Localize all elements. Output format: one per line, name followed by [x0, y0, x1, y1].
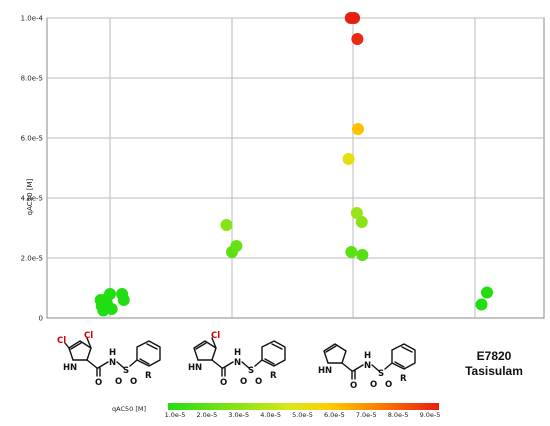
y-tick-label: 6.0e-5 [21, 135, 43, 143]
ring-nh-n: N [195, 363, 202, 373]
ring-nh-h: H [63, 363, 70, 373]
chlorine-label-b: Cl [84, 331, 93, 341]
data-point [342, 153, 355, 165]
colorbar-tick-label: 2.0e-5 [196, 411, 217, 419]
r-group: R [270, 371, 277, 381]
y-tick-label: 1.0e-4 [21, 15, 44, 23]
colorbar [168, 403, 439, 410]
data-point [350, 207, 363, 219]
colorbar-tick-label: 3.0e-5 [228, 411, 249, 419]
carbonyl-o: O [95, 378, 102, 388]
sulfonyl-o1: O [370, 380, 377, 390]
y-tick-label: 4.0e-5 [21, 195, 43, 203]
amide-h: H [234, 348, 241, 358]
colorbar-tick-label: 6.0e-5 [324, 411, 345, 419]
data-point [345, 246, 358, 258]
colorbar-tick-label: 8.0e-5 [388, 411, 409, 419]
amide-n: N [364, 361, 371, 371]
data-point [356, 249, 369, 261]
amide-h: H [109, 348, 116, 358]
colorbar-tick-label: 7.0e-5 [356, 411, 377, 419]
grid-layer [46, 17, 545, 319]
chlorine-label: Cl [211, 331, 220, 341]
compound-name-tasisulam: Tasisulam [465, 364, 523, 378]
structure-chloro-pyrrole-sulfonamide: Cl H N O H N S O O R [188, 331, 286, 388]
amide-h: H [364, 351, 371, 361]
y-tick-label: 0 [39, 315, 43, 323]
ring-nh-n: N [70, 363, 77, 373]
carbonyl-o: O [350, 381, 357, 391]
carbonyl-o: O [220, 378, 227, 388]
colorbar-tick-label: 9.0e-5 [420, 411, 441, 419]
ring-nh-n: N [325, 366, 332, 376]
plot-frame [46, 17, 545, 319]
sulfur-label: S [378, 369, 384, 379]
data-point [351, 33, 364, 45]
sulfonyl-o2: O [255, 377, 262, 387]
sulfonyl-o1: O [240, 377, 247, 387]
structure-pyrrole-sulfonamide: H N O H N S O O R [318, 343, 416, 391]
data-point [348, 12, 361, 24]
sulfur-label: S [248, 366, 254, 376]
ring-nh-h: H [318, 366, 325, 376]
colorbar-ticks: 1.0e-5 2.0e-5 3.0e-5 4.0e-5 5.0e-5 6.0e-5 7.0e… [165, 411, 441, 419]
data-point [351, 123, 364, 135]
data-point [481, 286, 493, 299]
y-axis-label: qAC50 [M] [26, 178, 34, 215]
colorbar-tick-label: 5.0e-5 [292, 411, 313, 419]
y-tick-label: 8.0e-5 [21, 75, 43, 83]
r-group: R [400, 374, 407, 384]
sulfur-label: S [123, 366, 129, 376]
data-point [104, 288, 116, 300]
sulfonyl-o1: O [115, 377, 122, 387]
colorbar-tick-label: 1.0e-5 [165, 411, 186, 419]
ring-nh-h: H [188, 363, 195, 373]
sulfonyl-o2: O [385, 380, 392, 390]
data-point [117, 294, 130, 306]
colorbar-label: qAC50 [M] [112, 405, 146, 413]
compound-name-e7820: E7820 [477, 349, 512, 363]
data-point [475, 298, 488, 311]
structure-dichloro-pyrrole-sulfonamide: Cl Cl H N O H N S O O R [57, 331, 161, 388]
data-point [355, 216, 368, 228]
data-point [230, 240, 243, 252]
data-point [220, 219, 233, 231]
sulfonyl-o2: O [130, 377, 137, 387]
colorbar-tick-label: 4.0e-5 [260, 411, 281, 419]
chlorine-label-a: Cl [57, 336, 66, 346]
amide-n: N [234, 358, 241, 368]
r-group: R [145, 371, 152, 381]
data-point [105, 303, 118, 315]
amide-n: N [109, 358, 116, 368]
y-tick-labels: 0 2.0e-5 4.0e-5 6.0e-5 8.0e-5 1.0e-4 [21, 15, 44, 323]
y-tick-label: 2.0e-5 [21, 255, 43, 263]
data-points [94, 12, 493, 317]
